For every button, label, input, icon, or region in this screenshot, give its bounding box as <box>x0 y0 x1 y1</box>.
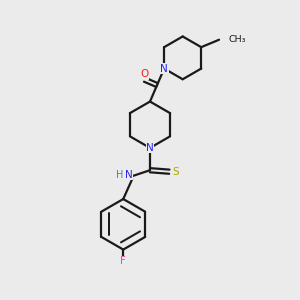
Text: N: N <box>146 143 154 153</box>
Text: S: S <box>172 167 179 177</box>
Text: N: N <box>160 64 168 74</box>
Text: O: O <box>141 69 149 80</box>
Text: F: F <box>120 256 126 266</box>
Text: N: N <box>125 170 133 180</box>
Text: CH₃: CH₃ <box>229 35 246 44</box>
Text: H: H <box>116 170 123 180</box>
